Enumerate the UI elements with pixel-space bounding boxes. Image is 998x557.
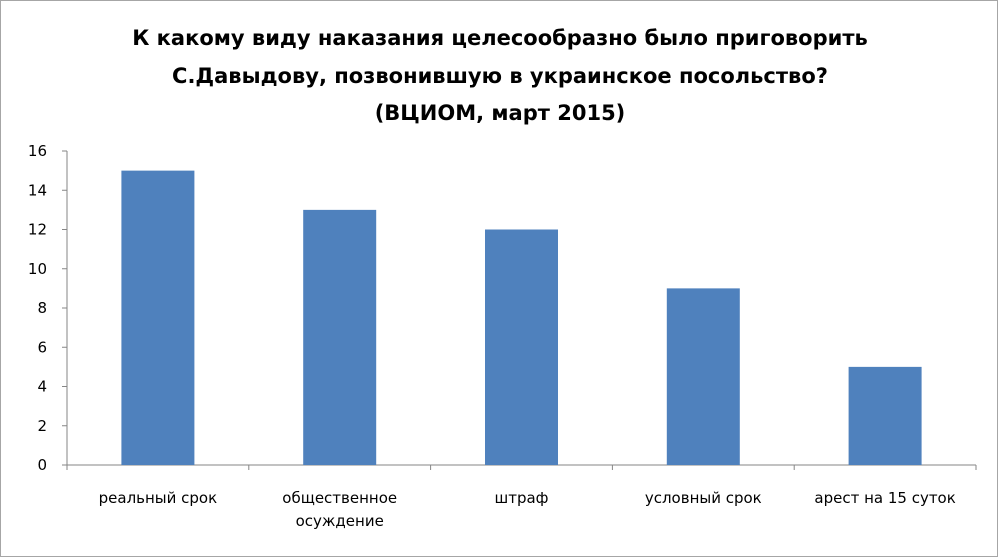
bar	[303, 209, 377, 465]
x-category-label: арест на 15 суток	[814, 489, 955, 507]
x-category-label: условный срок	[645, 489, 762, 507]
y-tick-label: 0	[37, 456, 47, 474]
y-tick-label: 16	[28, 142, 47, 160]
chart-title-line-2: С.Давыдову, позвонившую в украинское пос…	[172, 64, 828, 88]
bar	[485, 229, 558, 465]
chart-title-line-3: (ВЦИОМ, март 2015)	[374, 101, 626, 125]
bar	[121, 170, 195, 465]
y-tick-label: 12	[28, 221, 47, 239]
bar	[666, 288, 740, 465]
y-tick-label: 8	[37, 299, 47, 317]
x-category-label: реальный срок	[99, 489, 218, 507]
y-tick-label: 14	[28, 181, 47, 199]
x-category-label: общественное осуждение	[282, 489, 397, 530]
y-tick-label: 6	[37, 338, 47, 356]
y-tick-label: 4	[37, 378, 47, 396]
bar	[848, 366, 922, 465]
y-tick-label: 2	[37, 417, 47, 435]
y-tick-label: 10	[28, 260, 47, 278]
chart-title-line-1: К какому виду наказания целесообразно бы…	[132, 26, 868, 50]
x-category-label: штраф	[494, 489, 548, 507]
